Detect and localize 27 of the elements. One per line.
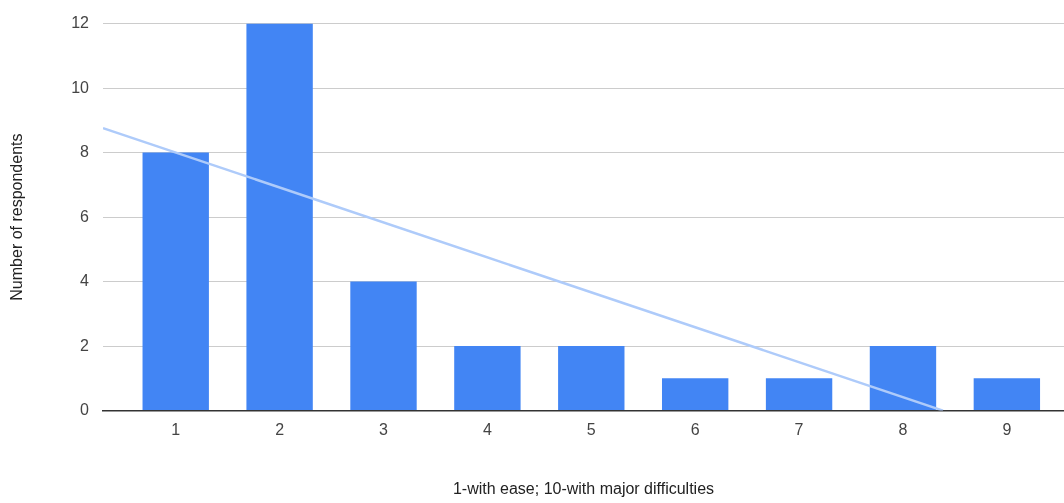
y-tick-label: 10 (71, 78, 90, 96)
x-tick-label: 2 (275, 420, 285, 438)
y-tick-label: 4 (80, 272, 90, 290)
y-tick-label: 12 (71, 14, 90, 32)
x-tick-label: 5 (586, 420, 596, 438)
x-tick-label: 1 (171, 420, 181, 438)
x-tick-label: 3 (379, 420, 389, 438)
y-axis-title: Number of respondents (8, 133, 26, 301)
x-tick-label: 4 (482, 420, 492, 438)
x-axis-title: 1-with ease; 10-with major difficulties (452, 479, 715, 497)
x-tick-label: 9 (1002, 420, 1012, 438)
bar (765, 378, 833, 411)
x-tick-label: 8 (898, 420, 908, 438)
bar (973, 378, 1041, 411)
bar (142, 152, 209, 411)
bar (661, 378, 729, 411)
bar (454, 346, 521, 411)
y-tick-label: 6 (80, 207, 90, 225)
bar (246, 23, 313, 411)
x-tick-label: 7 (794, 420, 804, 438)
y-tick-label: 8 (80, 143, 90, 161)
y-tick-label: 0 (80, 401, 90, 419)
bar (558, 346, 625, 411)
bar (350, 281, 417, 411)
x-tick-label: 6 (690, 420, 700, 438)
y-tick-label: 2 (80, 336, 90, 354)
bar (869, 346, 937, 411)
